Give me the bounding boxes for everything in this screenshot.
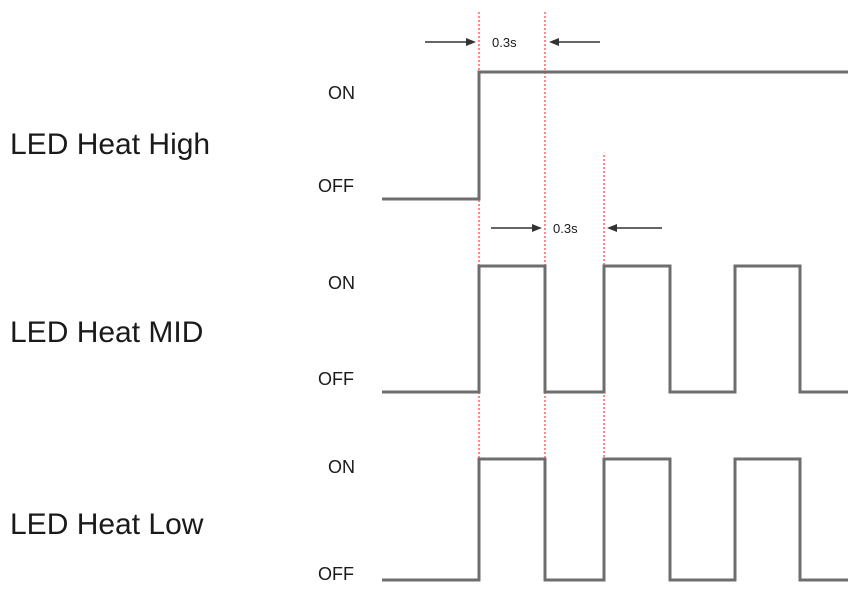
on-label-high: ON (328, 83, 355, 103)
dimension-label-1: 0.3s (492, 35, 517, 50)
dimension-label-2: 0.3s (553, 221, 578, 236)
waveform-mid (382, 264, 848, 394)
on-label-low: ON (328, 457, 355, 477)
on-label-mid: ON (328, 273, 355, 293)
waveform-high (382, 70, 848, 201)
off-label-low: OFF (318, 564, 354, 584)
arrow-right-icon (466, 38, 476, 46)
dimension-annotation-1: 0.3s (425, 35, 600, 50)
off-label-high: OFF (318, 176, 354, 196)
arrow-right-icon (532, 224, 542, 232)
arrow-left-icon (549, 38, 559, 46)
dimension-annotation-2: 0.3s (491, 221, 662, 236)
waveform-low (382, 457, 848, 582)
arrow-left-icon (607, 224, 617, 232)
off-label-mid: OFF (318, 369, 354, 389)
row-label-mid: LED Heat MID (10, 316, 203, 349)
row-label-high: LED Heat High (10, 128, 210, 161)
row-label-low: LED Heat Low (10, 508, 204, 541)
